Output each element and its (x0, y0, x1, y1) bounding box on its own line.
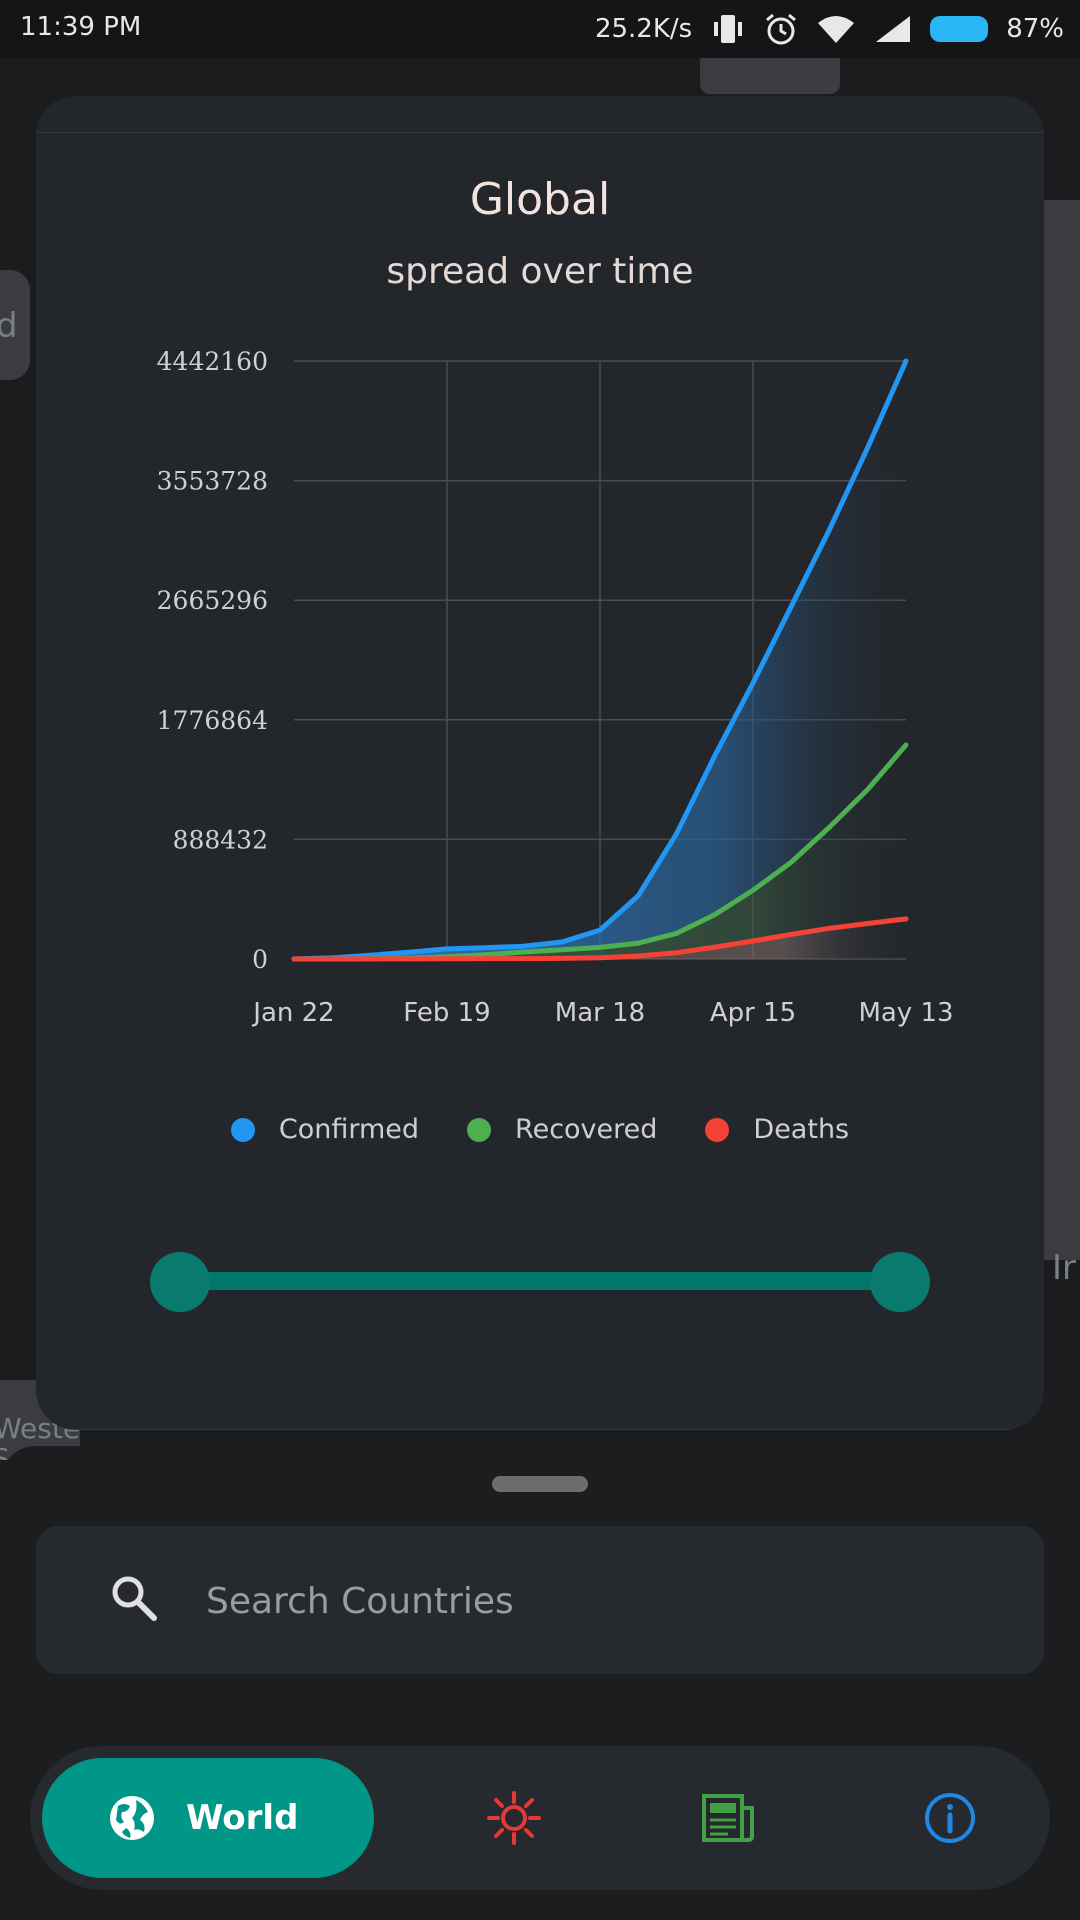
map-label: d (0, 306, 18, 346)
nav-world-label: World (186, 1798, 299, 1838)
spread-chart[interactable]: 0 888432 1776864 2665296 3553728 4442160 Jan … (36, 96, 1044, 1076)
x-tick-label: Feb 19 (403, 998, 490, 1028)
chart-subtitle: spread over time (386, 251, 694, 292)
y-tick-label: 3553728 (157, 467, 268, 496)
cell-signal-icon (876, 16, 911, 42)
chart-legend: Confirmed Recovered Deaths (36, 1114, 1044, 1145)
legend-item-deaths[interactable]: Deaths (705, 1114, 849, 1145)
card-divider (36, 132, 1044, 133)
legend-label: Recovered (515, 1114, 658, 1145)
bottom-navigation: World (30, 1746, 1050, 1890)
legend-dot (230, 1117, 255, 1142)
y-tick-label: 888432 (173, 825, 268, 854)
status-time: 11:39 PM (20, 12, 142, 42)
info-icon[interactable] (922, 1790, 978, 1846)
battery-icon (930, 16, 989, 42)
y-tick-label: 4442160 (157, 347, 268, 376)
legend-dot (705, 1117, 730, 1142)
slider-thumb-end[interactable] (870, 1252, 930, 1312)
search-input[interactable] (204, 1560, 968, 1642)
series-line-confirmed (291, 358, 909, 962)
legend-item-recovered[interactable]: Recovered (467, 1114, 657, 1145)
x-tick-label: Jan 22 (251, 998, 334, 1028)
map-label: Ir (1052, 1248, 1077, 1288)
series-line-deaths (291, 916, 909, 962)
x-tick-label: Mar 18 (555, 998, 645, 1028)
y-tick-label: 2665296 (157, 586, 268, 615)
drag-handle[interactable] (492, 1476, 588, 1492)
chart-card: Global spread over time 0 888432 1776864 26… (36, 96, 1044, 1430)
search-bar[interactable] (36, 1526, 1044, 1674)
legend-dot (467, 1117, 492, 1142)
map-land (1040, 200, 1080, 1260)
date-range-slider[interactable] (150, 1252, 930, 1312)
map-label: S (0, 1442, 10, 1460)
bottom-sheet: World (0, 1446, 1080, 1920)
y-tick-label: 1776864 (157, 706, 268, 735)
legend-label: Deaths (753, 1114, 850, 1145)
y-tick-label: 0 (252, 945, 268, 974)
map-land (0, 270, 30, 380)
battery-percent: 87% (1006, 14, 1064, 44)
legend-label: Confirmed (278, 1114, 420, 1145)
nav-world-button[interactable]: World (42, 1758, 374, 1878)
area-deaths (294, 918, 906, 959)
globe-icon (110, 1796, 154, 1840)
newspaper-icon[interactable] (700, 1790, 756, 1846)
slider-track (180, 1272, 900, 1290)
area-recovered (294, 745, 906, 959)
search-icon (112, 1576, 157, 1621)
alarm-icon (766, 13, 797, 45)
vibrate-icon (714, 15, 743, 43)
virus-icon[interactable] (486, 1790, 542, 1846)
network-speed: 25.2K/s (594, 14, 693, 44)
chart-title: Global (469, 174, 611, 225)
x-tick-label: May 13 (858, 998, 953, 1028)
status-bar: 11:39 PM 25.2K/s 87% (0, 0, 1080, 58)
card-divider (36, 1429, 1044, 1430)
area-confirmed (294, 361, 906, 959)
x-tick-label: Apr 15 (710, 998, 796, 1028)
slider-thumb-start[interactable] (150, 1252, 210, 1312)
wifi-icon (818, 16, 855, 43)
legend-item-confirmed[interactable]: Confirmed (230, 1114, 420, 1145)
